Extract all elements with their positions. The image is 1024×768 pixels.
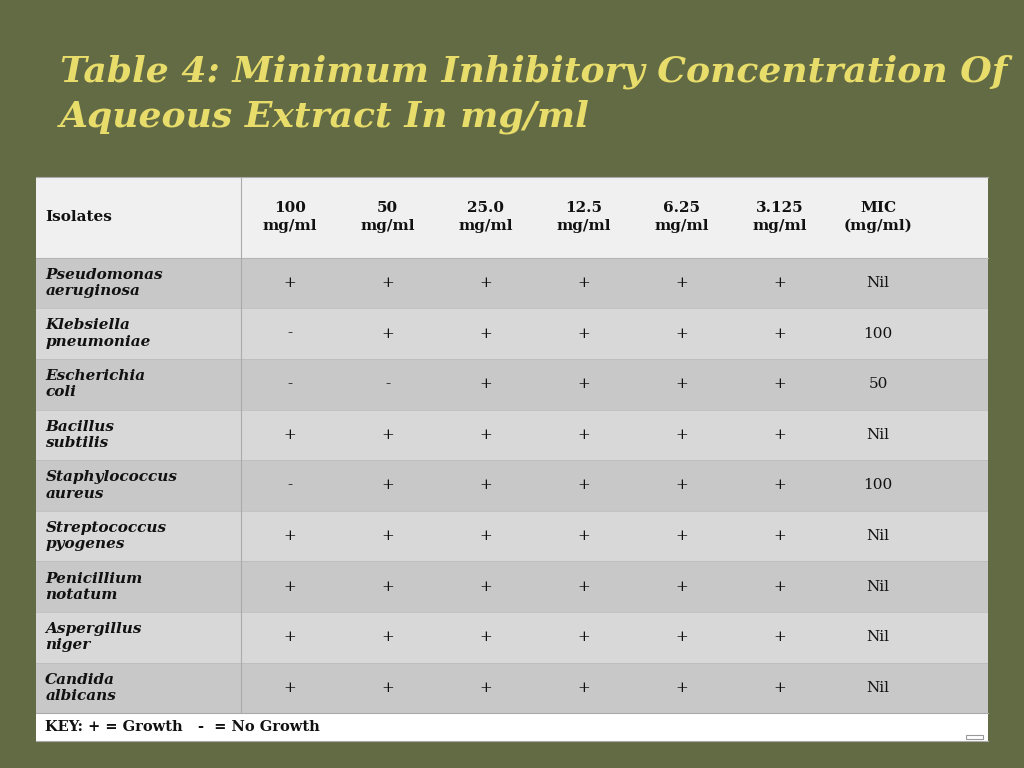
Text: +: + [578, 681, 590, 695]
Text: +: + [774, 276, 786, 290]
Text: +: + [676, 478, 688, 492]
Text: +: + [774, 580, 786, 594]
Text: +: + [479, 580, 493, 594]
Text: Staphylococcus
aureus: Staphylococcus aureus [45, 470, 177, 501]
Text: +: + [284, 276, 296, 290]
Text: +: + [479, 326, 493, 340]
Text: +: + [676, 377, 688, 391]
Text: +: + [676, 276, 688, 290]
Text: Nil: Nil [866, 631, 890, 644]
Text: Table 4: Minimum Inhibitory Concentration Of
Aqueous Extract In mg/ml: Table 4: Minimum Inhibitory Concentratio… [59, 55, 1007, 134]
FancyBboxPatch shape [36, 713, 988, 741]
Text: Penicillium
notatum: Penicillium notatum [45, 571, 142, 602]
Text: MIC
(mg/ml): MIC (mg/ml) [844, 201, 912, 233]
Text: +: + [381, 631, 394, 644]
Text: +: + [578, 326, 590, 340]
Text: +: + [284, 681, 296, 695]
FancyBboxPatch shape [36, 257, 988, 308]
Text: +: + [381, 580, 394, 594]
FancyBboxPatch shape [36, 359, 988, 409]
FancyBboxPatch shape [36, 561, 988, 612]
Text: +: + [578, 478, 590, 492]
Text: 25.0
mg/ml: 25.0 mg/ml [459, 201, 513, 233]
Text: +: + [479, 478, 493, 492]
Text: +: + [578, 580, 590, 594]
Text: Escherichia
coli: Escherichia coli [45, 369, 145, 399]
Text: Aspergillus
niger: Aspergillus niger [45, 622, 142, 653]
Text: Nil: Nil [866, 276, 890, 290]
Text: +: + [284, 428, 296, 442]
Text: +: + [578, 631, 590, 644]
Text: +: + [774, 529, 786, 543]
Text: +: + [774, 377, 786, 391]
Text: +: + [774, 326, 786, 340]
Text: +: + [381, 529, 394, 543]
Text: KEY: + = Growth   -  = No Growth: KEY: + = Growth - = No Growth [45, 720, 321, 734]
Text: Klebsiella
pneumoniae: Klebsiella pneumoniae [45, 319, 151, 349]
Text: +: + [381, 428, 394, 442]
Text: +: + [381, 276, 394, 290]
Text: +: + [774, 631, 786, 644]
Text: +: + [578, 428, 590, 442]
Text: 50: 50 [868, 377, 888, 391]
Text: 100
mg/ml: 100 mg/ml [262, 201, 316, 233]
Text: Candida
albicans: Candida albicans [45, 673, 117, 703]
Text: Nil: Nil [866, 529, 890, 543]
Text: +: + [479, 428, 493, 442]
Text: +: + [676, 631, 688, 644]
Text: -: - [287, 478, 292, 492]
Text: Isolates: Isolates [45, 210, 113, 224]
Text: +: + [381, 478, 394, 492]
FancyBboxPatch shape [36, 409, 988, 460]
Text: +: + [676, 428, 688, 442]
Text: +: + [381, 326, 394, 340]
Text: +: + [676, 580, 688, 594]
Text: +: + [578, 377, 590, 391]
Text: +: + [284, 529, 296, 543]
Text: 3.125
mg/ml: 3.125 mg/ml [753, 201, 807, 233]
FancyBboxPatch shape [36, 308, 988, 359]
Text: +: + [676, 529, 688, 543]
FancyBboxPatch shape [36, 177, 988, 257]
Text: -: - [287, 326, 292, 340]
Text: 6.25
mg/ml: 6.25 mg/ml [654, 201, 710, 233]
FancyBboxPatch shape [36, 460, 988, 511]
FancyBboxPatch shape [36, 612, 988, 663]
Text: +: + [578, 529, 590, 543]
Text: +: + [381, 681, 394, 695]
Text: 50
mg/ml: 50 mg/ml [360, 201, 415, 233]
Text: +: + [676, 326, 688, 340]
Text: Streptococcus
pyogenes: Streptococcus pyogenes [45, 521, 167, 551]
Text: +: + [284, 631, 296, 644]
Text: +: + [479, 529, 493, 543]
Text: -: - [287, 377, 292, 391]
Text: +: + [479, 631, 493, 644]
Text: 100: 100 [863, 326, 893, 340]
Text: +: + [774, 478, 786, 492]
Text: +: + [284, 580, 296, 594]
Text: +: + [774, 428, 786, 442]
Text: 100: 100 [863, 478, 893, 492]
Text: 12.5
mg/ml: 12.5 mg/ml [557, 201, 611, 233]
Text: Nil: Nil [866, 681, 890, 695]
Text: Pseudomonas
aeruginosa: Pseudomonas aeruginosa [45, 268, 163, 298]
FancyBboxPatch shape [36, 511, 988, 561]
Text: Bacillus
subtilis: Bacillus subtilis [45, 420, 115, 450]
Text: +: + [479, 276, 493, 290]
FancyBboxPatch shape [36, 663, 988, 713]
Text: Nil: Nil [866, 580, 890, 594]
Text: +: + [774, 681, 786, 695]
Text: +: + [676, 681, 688, 695]
Text: +: + [479, 681, 493, 695]
Text: -: - [385, 377, 390, 391]
Text: Nil: Nil [866, 428, 890, 442]
FancyBboxPatch shape [36, 177, 988, 741]
Text: +: + [479, 377, 493, 391]
Text: +: + [578, 276, 590, 290]
